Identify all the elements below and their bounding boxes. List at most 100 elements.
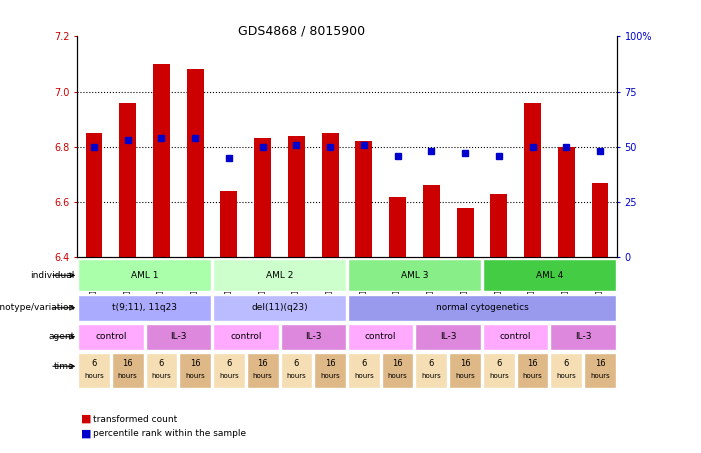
Text: 16: 16 [460, 359, 470, 368]
Bar [179, 352, 211, 388]
Bar [153, 64, 170, 257]
Text: hours: hours [219, 373, 239, 379]
Bar [483, 324, 548, 350]
Text: hours: hours [185, 373, 205, 379]
Text: 16: 16 [257, 359, 268, 368]
Text: 6: 6 [564, 359, 569, 368]
Bar [254, 139, 271, 257]
Bar [517, 352, 548, 388]
Text: hours: hours [489, 373, 509, 379]
Text: AML 1: AML 1 [131, 271, 158, 280]
Text: 6: 6 [428, 359, 434, 368]
Text: control: control [365, 332, 397, 341]
Bar [382, 352, 414, 388]
Text: normal cytogenetics: normal cytogenetics [435, 303, 529, 312]
Bar [348, 324, 414, 350]
Bar [483, 352, 515, 388]
Text: percentile rank within the sample: percentile rank within the sample [93, 429, 245, 438]
Bar [86, 133, 102, 257]
Text: 16: 16 [123, 359, 133, 368]
Text: hours: hours [523, 373, 543, 379]
Bar [584, 352, 616, 388]
Bar [112, 352, 144, 388]
Bar [483, 259, 616, 291]
Text: individual: individual [30, 271, 74, 280]
Bar [213, 259, 346, 291]
Text: 6: 6 [361, 359, 367, 368]
Bar [314, 352, 346, 388]
Text: 6: 6 [294, 359, 299, 368]
Text: time: time [54, 362, 74, 371]
Bar [592, 183, 608, 257]
Bar [78, 259, 211, 291]
Text: hours: hours [118, 373, 137, 379]
Text: hours: hours [253, 373, 273, 379]
Text: transformed count: transformed count [93, 414, 177, 424]
Bar [491, 194, 508, 257]
Bar [288, 136, 305, 257]
Bar [213, 352, 245, 388]
Bar [78, 295, 211, 321]
Text: ■: ■ [81, 414, 91, 424]
Text: hours: hours [84, 373, 104, 379]
Text: 16: 16 [393, 359, 403, 368]
Text: control: control [230, 332, 261, 341]
Bar [280, 352, 312, 388]
Text: IL-3: IL-3 [440, 332, 456, 341]
Text: 6: 6 [496, 359, 501, 368]
Bar [389, 197, 406, 257]
Text: hours: hours [421, 373, 441, 379]
Text: hours: hours [151, 373, 171, 379]
Text: 6: 6 [91, 359, 97, 368]
Bar [550, 352, 582, 388]
Text: agent: agent [48, 332, 74, 341]
Text: hours: hours [557, 373, 576, 379]
Text: hours: hours [287, 373, 306, 379]
Text: 16: 16 [325, 359, 336, 368]
Text: AML 3: AML 3 [401, 271, 428, 280]
Text: 6: 6 [226, 359, 231, 368]
Bar [146, 324, 211, 350]
Text: control: control [500, 332, 531, 341]
Bar [550, 324, 616, 350]
Text: control: control [95, 332, 127, 341]
Bar [119, 102, 136, 257]
Bar [221, 191, 238, 257]
Text: IL-3: IL-3 [170, 332, 186, 341]
Bar [186, 69, 203, 257]
Bar [213, 324, 278, 350]
Bar [558, 147, 575, 257]
Text: hours: hours [455, 373, 475, 379]
Bar [456, 207, 473, 257]
Bar [348, 352, 380, 388]
Text: hours: hours [354, 373, 374, 379]
Text: AML 4: AML 4 [536, 271, 563, 280]
Text: hours: hours [320, 373, 340, 379]
Text: ■: ■ [81, 429, 91, 439]
Text: hours: hours [388, 373, 407, 379]
Text: 6: 6 [158, 359, 164, 368]
Bar [213, 295, 346, 321]
Text: IL-3: IL-3 [575, 332, 592, 341]
Text: 16: 16 [190, 359, 200, 368]
Text: t(9;11), 11q23: t(9;11), 11q23 [112, 303, 177, 312]
Bar [280, 324, 346, 350]
Bar [524, 102, 541, 257]
Text: 16: 16 [527, 359, 538, 368]
Text: GDS4868 / 8015900: GDS4868 / 8015900 [238, 25, 365, 38]
Bar [247, 352, 278, 388]
Bar [146, 352, 177, 388]
Text: genotype/variation: genotype/variation [0, 303, 74, 312]
Bar [423, 185, 440, 257]
Bar [348, 259, 481, 291]
Text: AML 2: AML 2 [266, 271, 293, 280]
Text: del(11)(q23): del(11)(q23) [251, 303, 308, 312]
Text: IL-3: IL-3 [305, 332, 322, 341]
Bar [78, 324, 144, 350]
Bar [348, 295, 616, 321]
Bar [416, 352, 447, 388]
Bar [322, 133, 339, 257]
Text: 16: 16 [594, 359, 606, 368]
Bar [78, 352, 110, 388]
Text: hours: hours [590, 373, 610, 379]
